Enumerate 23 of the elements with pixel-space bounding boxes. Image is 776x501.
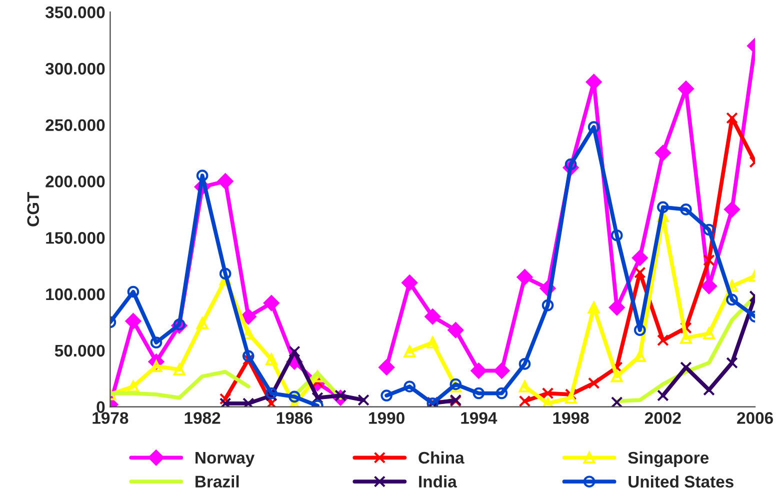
x-tick-label: 1986 [276, 412, 312, 424]
legend-label: Norway [196, 452, 255, 467]
x-tick-label: 2002 [644, 412, 681, 424]
x-tick-label: 1978 [92, 412, 128, 424]
legend-label: Brazil [196, 475, 239, 488]
legend-label: India [419, 475, 457, 488]
y-tick-label: 150.000 [46, 232, 105, 244]
y-tick-label: 0 [96, 401, 105, 414]
y-tick-label: 300.000 [45, 62, 105, 75]
y-tick-label: 200.000 [46, 176, 105, 188]
x-tick-label: 1990 [369, 412, 404, 424]
y-tick-label: 250.000 [46, 119, 105, 132]
y-tick-label: 50.000 [54, 344, 105, 357]
legend-label: United States [628, 475, 734, 488]
x-tick-label: 2006 [737, 412, 773, 424]
x-tick-label: 1994 [461, 412, 498, 424]
legend-label: Singapore [628, 451, 709, 468]
legend-label: China [418, 451, 464, 464]
y-axis-title: CGT [27, 192, 40, 226]
x-tick-label: 1998 [553, 412, 589, 424]
y-tick-label: 350.000 [45, 6, 105, 18]
y-tick-label: 100.000 [46, 288, 105, 300]
x-tick-label: 1982 [184, 412, 220, 424]
